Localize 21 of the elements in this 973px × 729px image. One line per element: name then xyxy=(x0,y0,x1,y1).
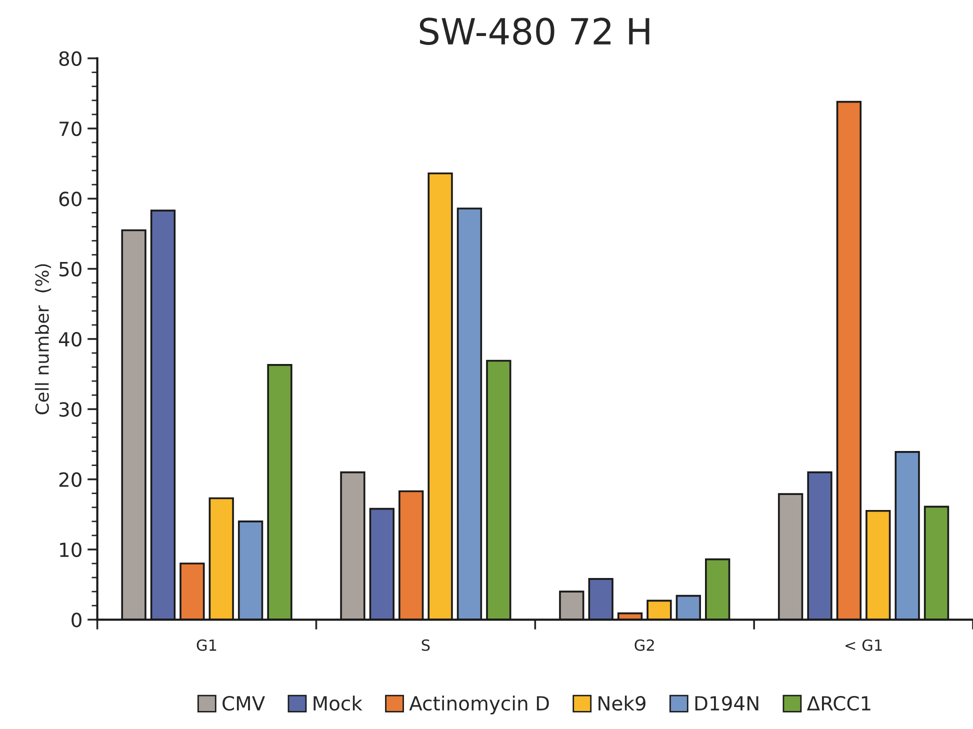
x-tick-label: G1 xyxy=(196,639,216,651)
y-axis-title: Cell number (%) xyxy=(34,264,52,414)
y-tick-label: 50 xyxy=(59,262,82,276)
y-tick-label: 20 xyxy=(59,472,82,487)
legend-label: Actinomycin D xyxy=(409,696,549,714)
x-tick-label: G2 xyxy=(634,639,654,651)
x-tick-label: S xyxy=(422,639,430,651)
legend-label: D194N xyxy=(695,696,758,711)
y-tick-label: 0 xyxy=(72,612,82,628)
y-tick-label: 80 xyxy=(59,51,82,66)
y-tick-label: 70 xyxy=(60,121,82,136)
legend-label: Mock xyxy=(314,696,362,711)
y-tick-label: 10 xyxy=(60,542,82,558)
legend-label: Nek9 xyxy=(598,696,646,711)
y-tick-label: 30 xyxy=(59,402,82,417)
legend-label: ΔRCC1 xyxy=(806,696,870,711)
y-tick-label: 60 xyxy=(59,192,82,206)
legend-label: CMV xyxy=(222,696,265,711)
chart-title: SW-480 72 H xyxy=(420,18,650,45)
x-tick-label: < G1 xyxy=(846,639,882,651)
y-tick-label: 40 xyxy=(58,332,82,347)
